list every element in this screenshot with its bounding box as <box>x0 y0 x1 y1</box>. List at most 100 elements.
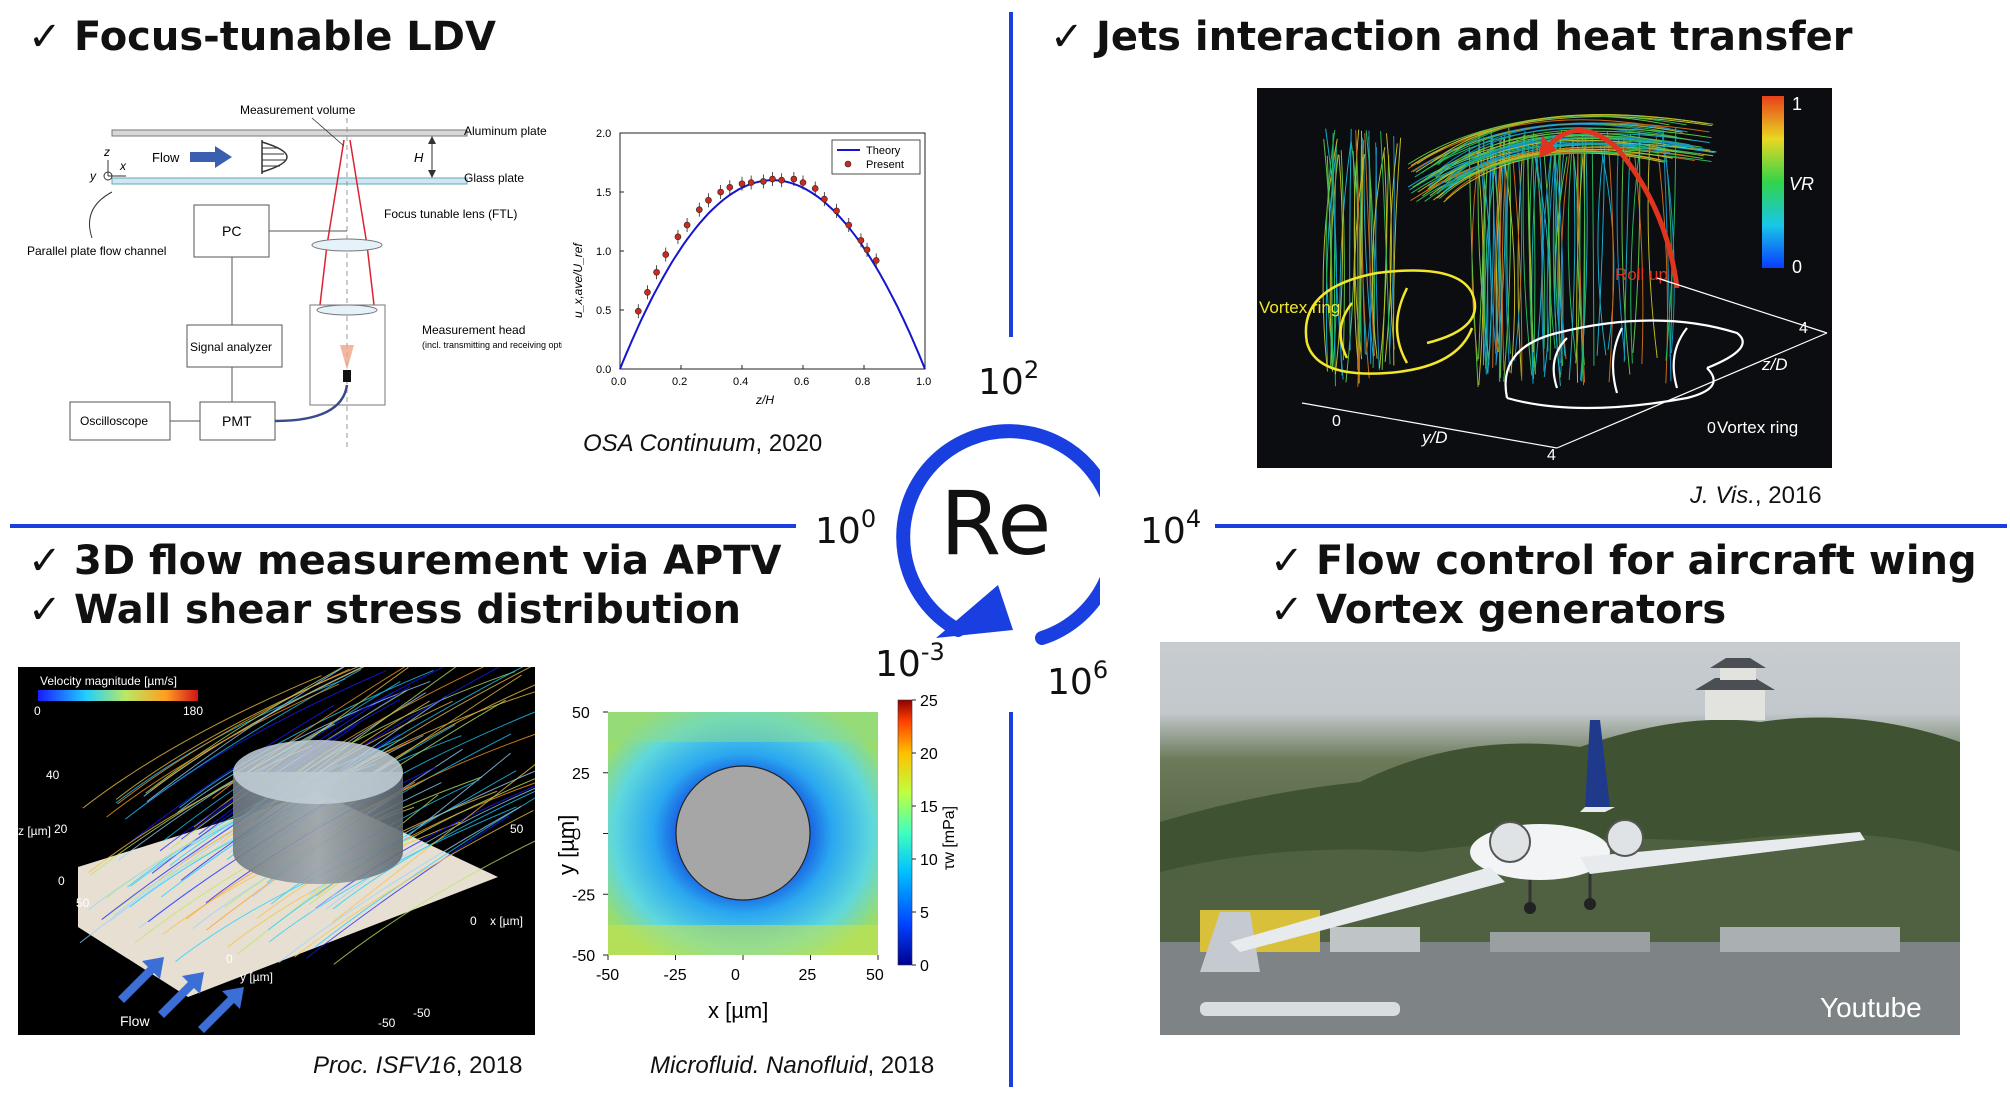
signal-analyzer-box <box>186 324 283 368</box>
jet-streamline <box>1567 138 1577 358</box>
aptv-streamline <box>306 815 509 959</box>
y-axis-label: u_x,ave/U_ref <box>571 242 585 318</box>
jet-streamline <box>1531 135 1536 380</box>
jet-streamline <box>1368 130 1372 365</box>
x-tick-label: -25 <box>664 967 687 984</box>
present-point <box>738 180 746 188</box>
present-point <box>811 185 819 192</box>
svg-text:0: 0 <box>1707 420 1716 437</box>
svg-text:Vortex ring: Vortex ring <box>1717 418 1798 437</box>
y-tick-label: -50 <box>572 948 595 965</box>
jet-streamline <box>1476 151 1484 386</box>
flow-arrows-icon <box>118 957 244 1033</box>
present-point <box>644 289 651 296</box>
jet-streamline <box>1495 142 1502 350</box>
heading-jets-interaction: ✓ Jets interaction and heat transfer <box>1050 14 1853 60</box>
jet-streamline <box>1534 155 1546 349</box>
jet-streamline <box>1505 144 1511 373</box>
y-tick-label: 0.0 <box>596 364 611 376</box>
jet-streamline <box>1427 139 1669 190</box>
jet-streamline <box>1340 150 1345 361</box>
jet-streamline <box>1552 136 1561 387</box>
pmt-box <box>199 401 276 441</box>
top-vertical-divider <box>1009 12 1013 337</box>
oscilloscope-box <box>69 401 171 441</box>
svg-text:Parallel plate flow channel: Parallel plate flow channel <box>27 244 166 258</box>
aptv-streamline <box>145 667 344 794</box>
svg-text:Vortex ring: Vortex ring <box>1259 298 1340 317</box>
svg-text:50: 50 <box>76 896 90 910</box>
jet-streamline <box>1490 141 1497 364</box>
svg-text:z/D: z/D <box>1761 355 1788 374</box>
aptv-streamline <box>294 809 534 958</box>
jet-streamline <box>1349 128 1352 351</box>
ldv-schematic: Flow Measurement volume Aluminum plate G… <box>27 103 562 450</box>
jet-streamline <box>1331 132 1334 368</box>
jet-streamline <box>1389 143 1398 350</box>
aircraft-photo: Youtube <box>1160 642 1960 1035</box>
jet-streamline <box>1416 147 1693 198</box>
x-axis-label: z/H <box>755 393 774 407</box>
re-value-1e4: 104 <box>1140 505 1202 552</box>
jet-streamline <box>1436 148 1673 199</box>
jet-streamline <box>1662 130 1672 382</box>
aptv-streamline <box>125 669 362 820</box>
svg-text:0: 0 <box>58 874 65 888</box>
jet-streamline <box>1364 133 1375 357</box>
present-point <box>778 176 785 184</box>
svg-text:4: 4 <box>1547 447 1556 464</box>
jet-streamline <box>1517 134 1525 378</box>
jet-streamline <box>1434 123 1665 174</box>
svg-text:50: 50 <box>510 822 524 836</box>
heading-focus-tunable-ldv: ✓ Focus-tunable LDV <box>28 14 496 60</box>
x-tick-label: -50 <box>596 967 619 984</box>
velocity-profile-chart: 0.0 0.2 0.4 0.6 0.8 1.0 0.0 0.5 1.0 1.5 2.0 Theor… <box>571 128 931 407</box>
svg-text:H: H <box>414 150 424 165</box>
present-point <box>845 221 853 229</box>
aptv-streamline <box>118 723 333 861</box>
check-icon: ✓ <box>28 14 62 60</box>
svg-text:0: 0 <box>34 704 41 718</box>
aptv-streamline <box>130 704 335 842</box>
jet-streamline <box>1325 150 1337 367</box>
citation-jvis: J. Vis., 2016 <box>1690 482 1822 509</box>
tau-colorbar <box>897 699 913 966</box>
svg-text:0: 0 <box>470 914 477 928</box>
jet-streamline <box>1428 136 1690 187</box>
svg-text:Glass plate: Glass plate <box>464 171 524 185</box>
jet-streamline <box>1621 136 1631 375</box>
cylinder-side <box>233 772 403 884</box>
jet-streamline <box>1591 135 1595 366</box>
jet-streamline <box>1541 136 1554 372</box>
svg-text:Focus tunable lens (FTL): Focus tunable lens (FTL) <box>384 207 517 221</box>
svg-text:Oscilloscope: Oscilloscope <box>80 414 148 428</box>
present-point <box>653 268 660 276</box>
present-point <box>872 257 880 264</box>
aptv-streamline <box>106 683 340 818</box>
svg-text:Measurement volume: Measurement volume <box>240 103 356 117</box>
y-tick-label: 50 <box>572 705 590 722</box>
pillar-obstacle <box>675 765 811 901</box>
svg-text:(incl. transmitting and receiv: (incl. transmitting and receiving optics… <box>422 340 562 350</box>
x-tick-label: 0 <box>731 967 740 984</box>
jet-streamline <box>1531 143 1539 384</box>
jet-streamline <box>1576 148 1584 383</box>
vr-colorbar <box>1762 96 1784 268</box>
re-value-1e2: 102 <box>978 356 1040 403</box>
svg-text:PMT: PMT <box>222 413 252 429</box>
present-point <box>717 188 724 196</box>
jet-streamline <box>1616 138 1626 360</box>
present-point <box>674 233 682 241</box>
svg-text:180: 180 <box>183 704 203 718</box>
present-point <box>705 196 712 204</box>
aptv-streamline <box>315 797 535 948</box>
jet-streamline <box>1597 155 1607 356</box>
jet-streamline <box>1547 149 1556 349</box>
present-point <box>857 237 865 244</box>
present-point <box>833 207 840 215</box>
jet-streamline <box>1527 140 1536 375</box>
svg-text:0: 0 <box>1792 257 1802 277</box>
jet-streamline <box>1355 130 1361 387</box>
svg-text:1: 1 <box>1792 94 1802 114</box>
